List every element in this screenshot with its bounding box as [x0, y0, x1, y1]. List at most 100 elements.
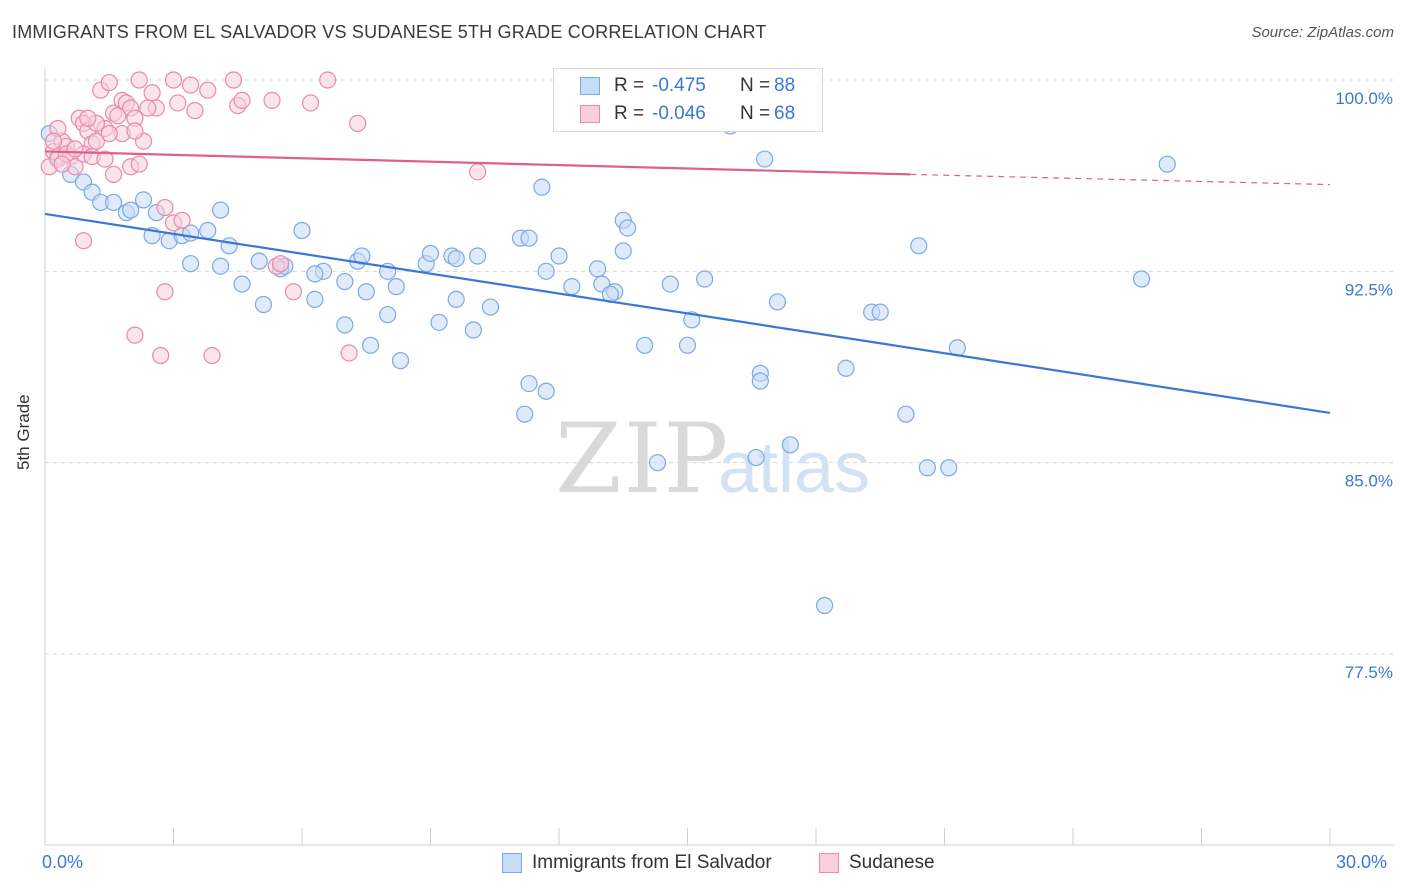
y-tick-label: 92.5%	[1345, 280, 1393, 299]
point-el-salvador	[1132, 270, 1151, 288]
x-tick-label-max: 30.0%	[1336, 852, 1388, 872]
point-sudanese	[182, 76, 200, 94]
point-el-salvador	[447, 290, 465, 308]
trend-layer	[44, 150, 1331, 415]
point-el-salvador	[520, 229, 538, 247]
point-el-salvador	[336, 316, 354, 334]
point-el-salvador	[447, 249, 465, 268]
point-sudanese	[469, 163, 487, 181]
point-sudanese	[74, 232, 93, 250]
point-el-salvador	[550, 247, 568, 265]
point-el-salvador	[104, 193, 123, 212]
legend-swatch-sudanese	[580, 105, 600, 123]
point-el-salvador	[361, 336, 380, 354]
point-el-salvador	[220, 237, 238, 255]
point-sudanese	[271, 255, 290, 273]
point-sudanese	[203, 346, 221, 365]
point-el-salvador	[306, 265, 324, 283]
point-sudanese	[164, 71, 183, 89]
point-el-salvador	[781, 436, 799, 454]
point-sudanese	[340, 344, 358, 362]
point-el-salvador	[755, 150, 774, 168]
point-el-salvador	[254, 295, 273, 314]
point-el-salvador	[837, 359, 855, 377]
point-el-salvador	[306, 290, 324, 308]
point-sudanese	[199, 81, 217, 99]
y-tick-label: 100.0%	[1335, 89, 1393, 108]
point-el-salvador	[678, 336, 697, 354]
point-el-salvador	[464, 321, 482, 339]
legend-n-label: N =	[740, 75, 771, 96]
point-sudanese	[319, 71, 337, 89]
point-el-salvador	[212, 201, 230, 219]
point-sudanese	[233, 91, 251, 110]
point-sudanese	[263, 91, 281, 110]
series-swatch-el-salvador	[502, 853, 522, 873]
y-tick-labels: 100.0% 92.5% 85.0% 77.5%	[1335, 89, 1393, 682]
legend-n-value: 88	[774, 75, 796, 96]
y-axis-label: 5th Grade	[14, 394, 33, 470]
point-el-salvador	[357, 283, 375, 301]
point-el-salvador	[421, 244, 440, 263]
point-sudanese	[96, 150, 114, 168]
trend-line-sudanese-extension	[910, 173, 1331, 186]
point-sudanese	[152, 346, 170, 365]
legend-row-el-salvador: R = -0.475 N = 88	[554, 72, 795, 100]
point-el-salvador	[614, 242, 632, 260]
point-sudanese	[126, 326, 144, 344]
x-tick-label-min: 0.0%	[42, 852, 84, 872]
axis-layer	[44, 68, 1394, 846]
point-el-salvador	[588, 260, 607, 278]
point-sudanese	[301, 94, 320, 112]
legend-n-label: N =	[740, 103, 771, 124]
point-el-salvador	[815, 596, 834, 615]
watermark: ZIP atlas	[555, 403, 870, 515]
source-label: Source: ZipAtlas.com	[1251, 24, 1394, 41]
point-sudanese	[66, 140, 84, 158]
point-el-salvador	[636, 336, 654, 354]
legend-r-value: -0.046	[652, 103, 706, 124]
point-el-salvador	[520, 374, 538, 393]
point-el-salvador	[336, 272, 354, 291]
point-sudanese	[173, 211, 191, 229]
point-el-salvador	[537, 262, 555, 280]
point-el-salvador	[563, 278, 581, 296]
point-sudanese	[44, 132, 63, 150]
point-el-salvador	[1158, 155, 1176, 173]
trend-line-el-salvador	[44, 212, 1331, 415]
point-sudanese	[139, 99, 157, 117]
point-el-salvador	[481, 298, 500, 316]
point-el-salvador	[199, 221, 217, 240]
point-el-salvador	[533, 178, 551, 196]
point-el-salvador	[182, 255, 200, 273]
point-el-salvador	[250, 252, 268, 270]
series-legend: Immigrants from El Salvador Sudanese	[0, 852, 1406, 876]
point-sudanese	[130, 71, 148, 89]
point-sudanese	[224, 71, 243, 89]
point-el-salvador	[897, 405, 915, 423]
point-sudanese	[53, 155, 71, 173]
grid-layer	[45, 79, 1394, 655]
y-tick-label: 77.5%	[1345, 663, 1393, 682]
series-label-el-salvador: Immigrants from El Salvador	[532, 852, 772, 873]
legend-swatch-el-salvador	[580, 77, 600, 95]
point-sudanese	[156, 198, 174, 217]
points-layer	[40, 71, 1176, 615]
point-el-salvador	[293, 221, 311, 240]
point-sudanese	[104, 165, 123, 183]
point-el-salvador	[391, 352, 410, 370]
point-el-salvador	[751, 372, 769, 390]
point-el-salvador	[387, 278, 405, 296]
legend-r-label: R =	[614, 75, 645, 96]
point-el-salvador	[134, 191, 153, 209]
legend-r-value: -0.475	[652, 75, 706, 96]
point-sudanese	[349, 114, 367, 132]
series-label-sudanese: Sudanese	[849, 852, 935, 873]
point-sudanese	[100, 124, 118, 143]
stats-legend: R = -0.475 N = 88 R = -0.046 N = 68	[553, 68, 823, 132]
point-el-salvador	[469, 247, 487, 265]
point-el-salvador	[648, 454, 667, 472]
point-el-salvador	[430, 313, 448, 331]
series-legend-item-sudanese[interactable]: Sudanese	[819, 852, 935, 874]
series-legend-item-el-salvador[interactable]: Immigrants from El Salvador	[502, 852, 772, 874]
